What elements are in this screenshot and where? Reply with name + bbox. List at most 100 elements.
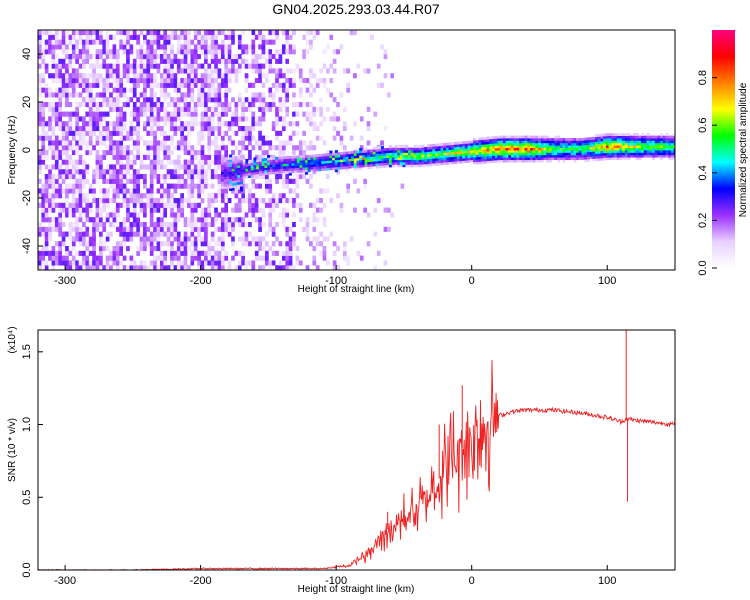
ridge-cell — [223, 157, 227, 160]
ridge-cell — [383, 157, 387, 161]
ridge-cell — [321, 168, 325, 171]
ridge-cell — [459, 146, 463, 150]
noise-cell — [119, 92, 124, 98]
noise-cell — [322, 140, 327, 146]
ridge-cell — [527, 140, 531, 144]
ridge-cell — [668, 142, 672, 146]
noise-cell — [156, 30, 161, 36]
noise-cell — [217, 73, 222, 79]
noise-cell — [180, 58, 184, 64]
ridge-cell — [372, 146, 376, 150]
ridge-cell — [524, 159, 528, 163]
noise-cell — [278, 145, 283, 151]
noise-cell — [170, 183, 174, 189]
noise-cell — [112, 150, 117, 156]
noise-cell — [326, 106, 330, 112]
noise-cell — [38, 265, 42, 270]
noise-cell — [98, 174, 103, 180]
noise-cell — [112, 164, 117, 170]
noise-cell — [176, 174, 181, 180]
ridge-cell — [405, 154, 409, 158]
noise-cell — [51, 126, 56, 132]
noise-cell — [149, 246, 154, 252]
ridge-cell — [562, 154, 566, 158]
noise-cell — [75, 265, 79, 270]
ridge-cell — [597, 136, 601, 140]
ridge-cell — [223, 176, 227, 180]
ridge-cell — [632, 147, 637, 151]
ridge-cell — [291, 158, 295, 162]
noise-cell — [126, 212, 130, 218]
noise-cell — [156, 39, 161, 45]
ridge-cell — [481, 144, 485, 148]
noise-cell — [329, 116, 334, 122]
noise-cell — [75, 217, 79, 223]
noise-cell — [400, 183, 405, 189]
ridge-cell — [516, 152, 520, 156]
noise-cell — [149, 193, 154, 199]
ridge-cell — [223, 181, 227, 184]
noise-cell — [193, 226, 198, 232]
noise-cell — [207, 78, 212, 84]
noise-cell — [61, 30, 66, 36]
ridge-cell — [619, 145, 623, 148]
ridge-cell — [421, 164, 425, 167]
ridge-cell — [370, 149, 374, 153]
ridge-cell — [483, 136, 488, 140]
noise-cell — [41, 212, 46, 218]
noise-cell — [207, 145, 212, 151]
noise-cell — [224, 102, 229, 108]
noise-cell — [220, 130, 225, 136]
ridge-cell — [475, 156, 479, 160]
ridge-cell — [443, 157, 447, 161]
ridge-cell — [673, 147, 675, 151]
ridge-cell — [565, 152, 569, 156]
noise-cell — [227, 135, 232, 141]
noise-cell — [170, 250, 174, 256]
noise-cell — [48, 217, 52, 223]
noise-cell — [51, 178, 56, 184]
ridge-cell — [662, 147, 666, 151]
noise-cell — [241, 58, 245, 64]
noise-cell — [51, 193, 56, 199]
ridge-cell — [326, 162, 330, 166]
noise-cell — [258, 116, 262, 122]
ridge-cell — [527, 152, 531, 156]
ridge-cell — [651, 138, 656, 141]
noise-cell — [156, 207, 161, 213]
ridge-cell — [673, 150, 675, 153]
ridge-cell — [445, 145, 450, 148]
ridge-cell — [370, 166, 374, 169]
noise-cell — [207, 92, 212, 98]
ridge-cell — [367, 152, 371, 155]
ridge-cell — [239, 186, 244, 190]
noise-cell — [68, 54, 73, 60]
ridge-cell — [337, 166, 341, 170]
ridge-cell — [529, 138, 534, 141]
ridge-cell — [578, 140, 582, 144]
noise-cell — [241, 217, 245, 223]
noise-cell — [170, 82, 174, 88]
noise-cell — [231, 111, 235, 117]
ridge-cell — [405, 150, 409, 153]
noise-cell — [271, 102, 276, 108]
noise-cell — [176, 260, 181, 266]
noise-cell — [129, 97, 134, 103]
noise-cell — [231, 30, 235, 36]
noise-cell — [88, 188, 93, 194]
noise-cell — [176, 241, 181, 247]
noise-cell — [210, 44, 215, 50]
ridge-cell — [470, 142, 474, 146]
noise-cell — [92, 111, 96, 117]
ridge-cell — [473, 152, 477, 156]
ridge-cell — [638, 152, 642, 156]
ridge-cell — [660, 150, 664, 153]
noise-cell — [78, 63, 83, 69]
ridge-cell — [353, 167, 357, 171]
ridge-cell — [657, 150, 661, 153]
noise-cell — [180, 130, 184, 136]
noise-cell — [54, 92, 59, 98]
ridge-cell — [551, 150, 555, 153]
noise-cell — [204, 183, 208, 189]
noise-cell — [227, 140, 232, 146]
